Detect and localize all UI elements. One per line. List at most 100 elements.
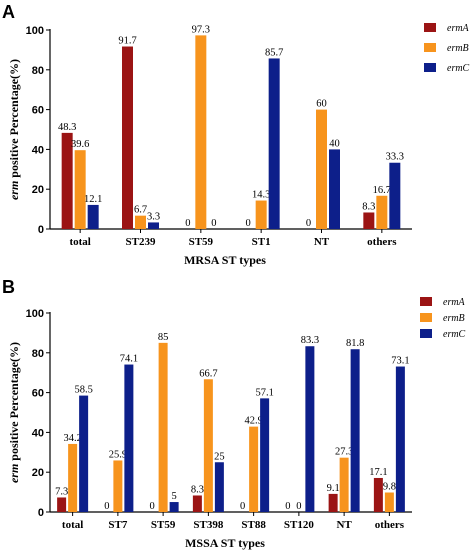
y-axis-title: erm positive Percentage(%) [7, 342, 21, 483]
data-label: 57.1 [255, 387, 273, 398]
bar-ermB-st7 [113, 460, 123, 512]
bar-ermC-st59 [169, 502, 179, 512]
panel-letter-a: A [2, 2, 15, 22]
y-tick-label: 20 [32, 184, 44, 196]
y-tick-label: 80 [32, 65, 44, 77]
bar-ermB-nt [316, 109, 327, 229]
bar-ermC-st398 [214, 462, 224, 512]
x-tick-label: NT [336, 519, 352, 531]
bar-ermB-others [384, 492, 394, 512]
y-tick-label: 60 [32, 388, 44, 400]
x-tick-label: ST120 [284, 519, 314, 531]
data-label: 5 [172, 491, 177, 502]
bar-ermC-others [395, 366, 405, 512]
data-label: 0 [285, 501, 290, 512]
data-label: 9.8 [383, 481, 396, 492]
legend-swatch-ermC [424, 63, 436, 72]
legend-label-ermC: ermC [447, 63, 470, 74]
y-axis-title-gene: erm [7, 464, 21, 483]
data-label: 42.9 [244, 416, 262, 427]
bar-ermC-st7 [124, 364, 134, 512]
data-label: 25.9 [109, 449, 127, 460]
y-tick-label: 100 [26, 308, 44, 320]
y-tick-label: 0 [38, 224, 44, 236]
data-label: 8.3 [191, 484, 204, 495]
legend-label-ermA: ermA [443, 297, 466, 308]
data-label: 7.3 [55, 486, 68, 497]
bar-ermA-total [57, 497, 67, 512]
data-label: 34.2 [63, 433, 81, 444]
legend-swatch-ermC [420, 329, 432, 338]
data-label: 39.6 [71, 139, 89, 150]
data-label: 66.7 [199, 368, 217, 379]
chart-panel-b: 0 20 40 60 80 100 7.3 34.2 58.5 total 0 25.9 74.1 ST7… [7, 297, 466, 550]
bar-ermA-st398 [192, 495, 202, 512]
y-axis-title-gene: erm [7, 181, 21, 200]
data-label: 0 [306, 218, 311, 229]
legend-swatch-ermA [424, 23, 436, 32]
data-label: 97.3 [192, 24, 210, 35]
bar-ermC-total [87, 204, 99, 229]
bar-ermC-nt [329, 149, 340, 229]
data-label: 6.7 [134, 205, 147, 216]
y-tick-label: 40 [32, 144, 44, 156]
data-label: 0 [240, 501, 245, 512]
bar-ermB-nt [339, 457, 349, 512]
bar-ermA-st239 [122, 46, 133, 229]
data-label: 40 [329, 138, 340, 149]
data-label: 85 [158, 332, 169, 343]
bar-ermB-total [74, 150, 86, 229]
data-label: 85.7 [265, 47, 283, 58]
y-axis-title-text: positive Percentage(%) [7, 59, 21, 181]
y-axis-title-text: positive Percentage(%) [7, 342, 21, 464]
x-tick-label: others [375, 519, 405, 531]
x-tick-label: ST59 [151, 519, 176, 531]
data-label: 12.1 [84, 194, 102, 205]
data-label: 60 [316, 99, 327, 110]
legend-label-ermA: ermA [447, 23, 470, 34]
y-tick-label: 0 [38, 507, 44, 519]
data-label: 0 [296, 501, 301, 512]
bar-ermB-others [376, 195, 388, 229]
x-tick-label: NT [314, 236, 330, 248]
bar-ermB-st398 [203, 379, 213, 512]
legend-label-ermC: ermC [443, 329, 466, 340]
x-axis-title: MSSA ST types [185, 536, 265, 550]
panel-letter-b: B [2, 277, 15, 297]
data-label: 0 [104, 501, 109, 512]
chart-panel-a: 0 20 40 60 80 100 48.3 39.6 12.1 total 91.7 6.73.3 S… [7, 23, 470, 267]
bar-ermB-st239 [135, 215, 146, 229]
data-label: 74.1 [120, 354, 138, 365]
data-label: 25 [214, 451, 225, 462]
x-tick-label: ST59 [189, 236, 214, 248]
data-label: 0 [150, 501, 155, 512]
x-tick-label: total [62, 519, 83, 531]
bar-ermA-total [61, 132, 73, 229]
y-tick-label: 60 [32, 105, 44, 117]
x-tick-label: ST398 [193, 519, 223, 531]
bar-ermC-nt [350, 349, 360, 512]
bar-ermC-others [389, 162, 401, 229]
bar-ermC-st1 [268, 58, 280, 229]
data-label: 33.3 [386, 152, 404, 163]
bar-ermB-st59 [195, 35, 207, 229]
data-label: 0 [246, 218, 251, 229]
data-label: 48.3 [58, 122, 76, 133]
data-label: 83.3 [301, 335, 319, 346]
y-axis-title: erm positive Percentage(%) [7, 59, 21, 200]
bar-ermB-st59 [158, 342, 168, 512]
y-tick-label: 80 [32, 348, 44, 360]
bar-ermB-total [68, 443, 78, 512]
x-tick-label: ST1 [252, 236, 271, 248]
bar-ermA-others [363, 212, 375, 229]
x-tick-label: ST239 [126, 236, 156, 248]
data-label: 81.8 [346, 338, 364, 349]
y-tick-label: 20 [32, 467, 44, 479]
data-label: 27.3 [335, 447, 353, 458]
legend-swatch-ermB [424, 43, 436, 52]
data-label: 3.3 [147, 211, 160, 222]
x-tick-label: total [69, 236, 90, 248]
x-tick-label: ST7 [108, 519, 127, 531]
x-tick-label: others [367, 236, 397, 248]
